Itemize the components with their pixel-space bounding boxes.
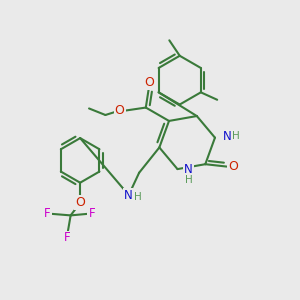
Text: H: H [232, 131, 240, 141]
Text: O: O [115, 104, 124, 117]
Text: F: F [64, 232, 71, 244]
Text: N: N [124, 188, 133, 202]
Text: N: N [223, 130, 232, 143]
Text: O: O [75, 196, 85, 209]
Text: F: F [88, 207, 95, 220]
Text: F: F [44, 207, 51, 220]
Text: O: O [228, 160, 238, 173]
Text: N: N [184, 164, 193, 176]
Text: H: H [184, 175, 192, 185]
Text: O: O [144, 76, 154, 89]
Text: H: H [134, 192, 142, 203]
